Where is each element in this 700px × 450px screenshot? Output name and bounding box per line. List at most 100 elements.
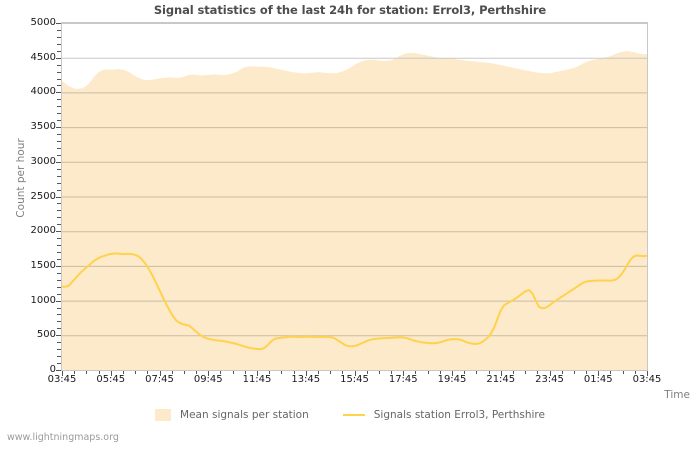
x-minor-tick-mark <box>537 371 538 374</box>
chart-legend: Mean signals per station Signals station… <box>0 409 700 421</box>
y-minor-tick-mark <box>57 349 61 351</box>
y-tick-label: 5000 <box>30 17 56 28</box>
x-minor-tick-mark <box>135 371 136 374</box>
x-minor-tick-mark <box>391 371 392 374</box>
y-minor-tick-mark <box>57 238 61 240</box>
x-tick-label: 21:45 <box>486 374 516 385</box>
x-minor-tick-mark <box>74 371 75 374</box>
x-tick-mark <box>355 371 356 376</box>
x-minor-tick-mark <box>574 371 575 374</box>
x-minor-tick-mark <box>464 371 465 374</box>
y-tick-mark <box>56 196 61 198</box>
x-minor-tick-mark <box>123 371 124 374</box>
x-tick-label: 07:45 <box>145 374 174 385</box>
x-minor-tick-mark <box>99 371 100 374</box>
y-minor-tick-mark <box>57 113 61 115</box>
x-tick-mark <box>306 371 307 376</box>
area-series-mean <box>62 51 647 370</box>
y-minor-tick-mark <box>57 43 61 45</box>
y-minor-tick-mark <box>57 252 61 254</box>
x-tick-mark <box>598 371 599 376</box>
y-minor-tick-mark <box>57 182 61 184</box>
y-tick-label: 2000 <box>30 225 56 237</box>
x-minor-tick-mark <box>525 371 526 374</box>
y-minor-tick-mark <box>57 154 61 156</box>
x-axis: 03:45 05:45 07:45 09:45 11:45 13:45 15:45 17:45… <box>0 374 700 390</box>
x-tick-mark <box>647 371 648 376</box>
y-tick-mark <box>56 300 61 302</box>
y-minor-tick-mark <box>57 203 61 205</box>
x-tick-label: 05:45 <box>96 374 126 385</box>
y-minor-tick-mark <box>57 134 61 136</box>
x-minor-tick-mark <box>476 371 477 374</box>
y-tick-label: 2500 <box>30 190 56 202</box>
y-minor-tick-mark <box>57 106 61 108</box>
y-minor-tick-mark <box>57 29 61 31</box>
y-tick-label: 500 <box>36 329 56 341</box>
y-tick-mark <box>56 335 61 337</box>
y-tick-label: 3500 <box>30 121 56 133</box>
y-minor-tick-mark <box>57 175 61 177</box>
legend-label-mean: Mean signals per station <box>180 409 309 421</box>
y-tick-mark <box>56 23 61 24</box>
x-axis-title: Time <box>664 389 690 401</box>
y-tick-label: 1500 <box>30 259 56 271</box>
x-minor-tick-mark <box>489 371 490 374</box>
x-minor-tick-mark <box>610 371 611 374</box>
x-tick-mark <box>550 371 551 376</box>
y-minor-tick-mark <box>57 99 61 101</box>
x-minor-tick-mark <box>86 371 87 374</box>
x-minor-tick-mark <box>562 371 563 374</box>
plot-area <box>61 22 648 371</box>
y-tick-label: 4500 <box>30 51 56 63</box>
y-tick-label: 1000 <box>30 294 56 306</box>
x-minor-tick-mark <box>233 371 234 374</box>
y-minor-tick-mark <box>57 147 61 149</box>
y-minor-tick-mark <box>57 258 61 260</box>
y-minor-tick-mark <box>57 356 61 358</box>
y-minor-tick-mark <box>57 293 61 295</box>
x-tick-mark <box>208 371 209 376</box>
legend-item-mean[interactable]: Mean signals per station <box>155 409 309 421</box>
y-minor-tick-mark <box>57 64 61 66</box>
y-axis-title: Count per hour <box>15 138 27 218</box>
y-tick-mark <box>56 231 61 233</box>
x-tick-mark <box>501 371 502 376</box>
y-tick-mark <box>56 57 61 59</box>
chart-title: Signal statistics of the last 24h for st… <box>153 3 547 17</box>
y-tick-label: 0 <box>49 364 56 375</box>
y-minor-tick-mark <box>57 50 61 52</box>
y-minor-tick-mark <box>57 189 61 191</box>
legend-item-station[interactable]: Signals station Errol3, Perthshire <box>342 409 545 421</box>
y-minor-tick-mark <box>57 140 61 142</box>
x-tick-mark <box>452 371 453 376</box>
y-axis: 0 500 1000 1500 2000 2500 3000 3500 4000 4500 5000 <box>0 18 61 375</box>
x-minor-tick-mark <box>147 371 148 374</box>
y-minor-tick-mark <box>57 245 61 247</box>
y-tick-mark <box>56 127 61 129</box>
x-tick-label: 03:45 <box>632 374 662 385</box>
y-minor-tick-mark <box>57 279 61 281</box>
y-minor-tick-mark <box>57 224 61 226</box>
x-minor-tick-mark <box>269 371 270 374</box>
x-minor-tick-mark <box>172 371 173 374</box>
x-minor-tick-mark <box>196 371 197 374</box>
x-minor-tick-mark <box>379 371 380 374</box>
x-tick-mark <box>62 371 63 376</box>
legend-label-station: Signals station Errol3, Perthshire <box>373 409 545 421</box>
x-minor-tick-mark <box>245 371 246 374</box>
x-minor-tick-mark <box>220 371 221 374</box>
x-minor-tick-mark <box>440 371 441 374</box>
y-tick-mark <box>56 265 61 267</box>
y-minor-tick-mark <box>57 272 61 274</box>
y-tick-mark <box>56 370 61 371</box>
y-minor-tick-mark <box>57 168 61 170</box>
y-minor-tick-mark <box>57 217 61 219</box>
y-minor-tick-mark <box>57 36 61 38</box>
footer-url: www.lightningmaps.org <box>7 432 119 443</box>
x-minor-tick-mark <box>635 371 636 374</box>
x-tick-mark <box>111 371 112 376</box>
y-minor-tick-mark <box>57 71 61 73</box>
y-tick-mark <box>56 92 61 94</box>
